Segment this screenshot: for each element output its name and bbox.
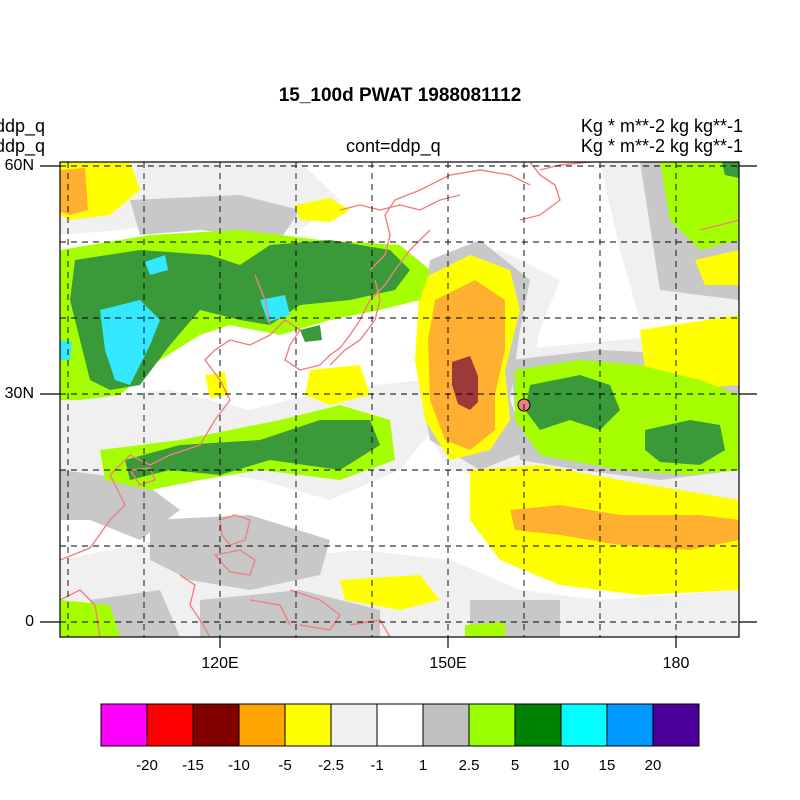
map-title: 15_100d PWAT 1988081112: [278, 85, 522, 106]
shaded-field: [60, 162, 739, 637]
colorbar-swatch: [560, 703, 608, 747]
colorbar-label: 2.5: [458, 757, 480, 774]
colorbar-swatch: [284, 703, 332, 747]
colorbar-label: -2.5: [318, 757, 344, 774]
colorbar-label: -1: [370, 757, 384, 774]
colorbar-label: 10: [552, 757, 570, 774]
units-label-1: Kg * m**-2 kg kg**-1: [580, 116, 743, 136]
map-frame: [59, 161, 740, 638]
colorbar-swatch: [100, 703, 148, 747]
colorbar-label: 1: [418, 757, 428, 774]
colorbar-swatch: [514, 703, 562, 747]
colorbar-swatch: [376, 703, 424, 747]
lat-label-0: 0: [25, 613, 34, 630]
left-label-2: ddp_q: [0, 136, 46, 156]
center-label: cont=ddp_q: [346, 136, 441, 156]
colorbar-swatch: [606, 703, 654, 747]
lon-label-120e: 120E: [201, 655, 239, 672]
colorbar-label: -20: [136, 757, 158, 774]
colorbar-label: 15: [598, 757, 616, 774]
left-label-1: ddp_q: [0, 116, 46, 136]
units-label-2: Kg * m**-2 kg kg**-1: [580, 136, 743, 156]
colorbar-label: 20: [644, 757, 662, 774]
lat-label-60n: 60N: [4, 157, 34, 174]
lon-label-180: 180: [662, 655, 690, 672]
colorbar-label: -10: [228, 757, 250, 774]
lat-label-30n: 30N: [4, 385, 34, 402]
colorbar-swatch: [652, 703, 700, 747]
lon-label-150e: 150E: [429, 655, 467, 672]
colorbar-swatch: [468, 703, 516, 747]
colorbar-swatch: [238, 703, 286, 747]
colorbar-label: -15: [182, 757, 204, 774]
colorbar-label: 5: [510, 757, 520, 774]
colorbar-swatch: [330, 703, 378, 747]
colorbar-swatch: [422, 703, 470, 747]
colorbar-swatch: [192, 703, 240, 747]
colorbar-label: -5: [278, 757, 292, 774]
colorbar-swatch: [146, 703, 194, 747]
